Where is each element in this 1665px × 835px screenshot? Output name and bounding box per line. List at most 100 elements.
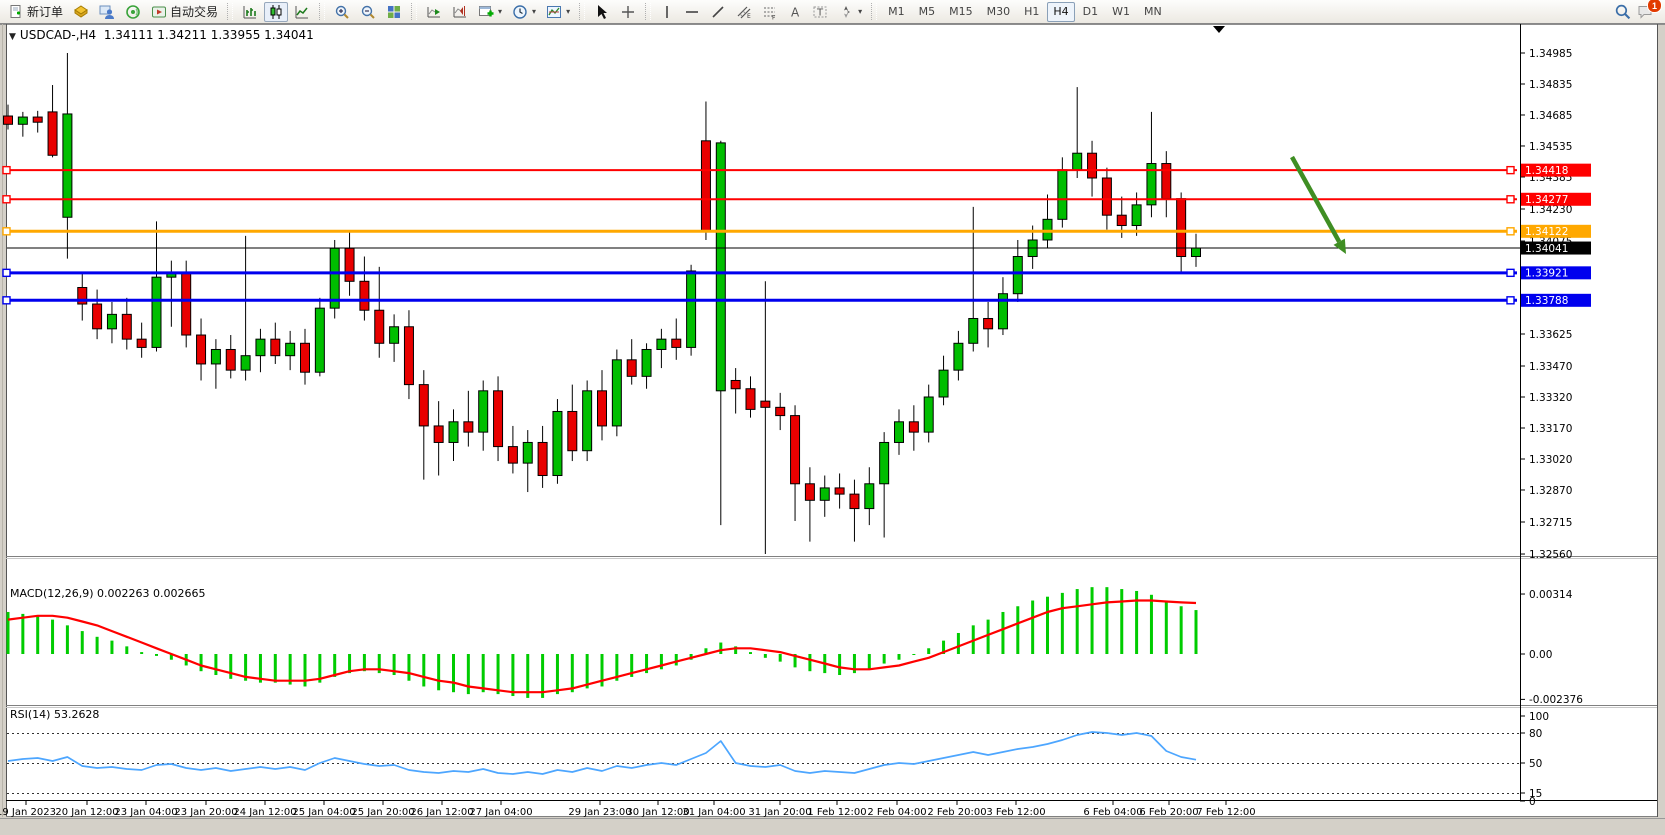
chart-shift-button[interactable]	[448, 2, 472, 22]
arrows-button[interactable]: ▾	[834, 2, 866, 22]
price-level-line[interactable]	[2, 195, 1517, 204]
depth-of-market-button[interactable]	[69, 2, 93, 22]
candle-bullish	[686, 270, 697, 348]
price-tick-label: 1.33470	[1529, 361, 1572, 373]
macd-hist-bar	[110, 640, 114, 654]
candle-bullish	[448, 421, 459, 443]
macd-hist-bar	[288, 654, 292, 685]
macd-hist-bar	[600, 654, 604, 687]
price-level-line[interactable]	[2, 227, 1517, 236]
signals-icon	[126, 4, 140, 19]
macd-axis-label: 0.00314	[1529, 589, 1573, 601]
macd-hist-bar	[763, 654, 767, 658]
new-order-button[interactable]: 新订单	[4, 2, 67, 22]
timeframe-m15-button[interactable]: M15	[943, 2, 979, 22]
candle-bearish	[804, 483, 815, 501]
candle-bearish	[567, 410, 578, 452]
horizontal-line-button[interactable]	[680, 2, 704, 22]
svg-text:A: A	[791, 5, 800, 19]
candle-bullish	[1191, 247, 1201, 258]
timeframe-h4-button[interactable]: H4	[1047, 1, 1075, 22]
text-button[interactable]: A	[784, 2, 806, 22]
price-level-line[interactable]	[2, 268, 1517, 278]
toolbar-grip	[319, 3, 326, 20]
candle-bullish	[641, 348, 652, 377]
notifications-button[interactable]: 1	[1637, 0, 1662, 20]
candle-bearish	[790, 415, 801, 485]
trendline-button[interactable]	[706, 2, 730, 22]
zoom-out-button[interactable]	[356, 2, 380, 22]
candle-bearish	[760, 400, 771, 408]
candle-bullish	[106, 313, 117, 330]
toolbar-grip	[579, 3, 586, 20]
signals-button[interactable]	[121, 2, 145, 22]
macd-hist-bar	[615, 654, 619, 681]
candle-bullish	[968, 317, 979, 344]
price-level-line[interactable]	[2, 296, 1517, 305]
price-badge	[1521, 266, 1591, 280]
candlestick-chart-button[interactable]	[264, 1, 289, 22]
zoom-in-button[interactable]	[330, 2, 354, 22]
macd-hist-bar	[229, 654, 233, 679]
time-tick-label: 1 Feb 12:00	[807, 807, 866, 818]
candle-bullish	[255, 338, 266, 357]
autotrading-button[interactable]: 自动交易	[147, 2, 222, 22]
candle-bearish	[32, 116, 43, 123]
cursor-icon	[598, 4, 608, 19]
candle-bearish	[181, 272, 192, 336]
line-chart-button[interactable]	[290, 2, 314, 22]
candle-bearish	[745, 388, 756, 410]
timeframe-m30-button[interactable]: M30	[981, 2, 1017, 22]
zoom-out-icon	[361, 5, 375, 19]
price-level-line[interactable]	[2, 165, 1517, 175]
level-handle	[2, 296, 11, 305]
timeframe-mn-button[interactable]: MN	[1138, 2, 1168, 22]
auto-scroll-button[interactable]	[422, 2, 446, 22]
text-label-button[interactable]: T	[808, 2, 832, 22]
macd-hist-bar	[140, 652, 144, 654]
period-button[interactable]: ▾	[508, 2, 540, 22]
macd-hist-bar	[244, 654, 248, 681]
candle-bullish	[522, 441, 533, 464]
candle-bullish	[582, 390, 593, 452]
autotrading-label: 自动交易	[170, 5, 219, 19]
tile-windows-button[interactable]	[382, 2, 406, 22]
time-tick-label: 23 Jan 20:00	[174, 807, 237, 818]
candle-bullish	[552, 410, 563, 477]
bar-chart-button[interactable]	[238, 2, 262, 22]
macd-hist-bar	[481, 654, 485, 693]
timeframe-h1-button[interactable]: H1	[1018, 2, 1045, 22]
timeframe-m5-button[interactable]: M5	[913, 2, 942, 22]
new-chart-button[interactable]: ▾	[474, 2, 506, 22]
community-button[interactable]	[95, 2, 119, 22]
macd-hist-bar	[496, 654, 500, 695]
timeframe-w1-button[interactable]: W1	[1106, 2, 1136, 22]
chart-window: 1.34985 1.34835 1.34685 1.34535 1.34385 1.342…	[0, 24, 1665, 818]
rsi-axis-label: 100	[1529, 711, 1549, 723]
search-icon[interactable]	[1614, 3, 1631, 20]
macd-hist-bar	[422, 654, 426, 687]
candle-bullish	[389, 326, 400, 344]
time-tick-label: 25 Jan 20:00	[351, 807, 414, 818]
candle-bullish	[210, 348, 221, 365]
equidistant-channel-button[interactable]: E	[732, 2, 756, 22]
vertical-line-button[interactable]	[656, 2, 678, 22]
timeframe-m1-button[interactable]: M1	[882, 2, 911, 22]
macd-hist-bar	[6, 611, 10, 654]
fibonacci-button[interactable]: F	[758, 2, 782, 22]
macd-hist-bar	[630, 654, 634, 677]
candle-bearish	[671, 338, 682, 348]
price-tick-label: 1.32870	[1529, 485, 1572, 497]
timeframe-d1-button[interactable]: D1	[1077, 2, 1104, 22]
chart-canvas[interactable]: 1.349851.348351.346851.345351.343851.342…	[0, 24, 1665, 818]
chart-shift-marker[interactable]	[1213, 26, 1225, 33]
candle-bearish	[403, 326, 414, 386]
candle-bearish	[344, 247, 355, 282]
time-tick-label: 6 Feb 20:00	[1139, 807, 1198, 818]
indicators-button[interactable]: ▾	[542, 2, 574, 22]
cursor-button[interactable]	[590, 2, 614, 22]
crosshair-button[interactable]	[616, 2, 640, 22]
trend-arrow-annotation[interactable]	[1290, 155, 1346, 254]
candle-bearish	[121, 313, 132, 340]
macd-hist-bar	[585, 654, 589, 689]
